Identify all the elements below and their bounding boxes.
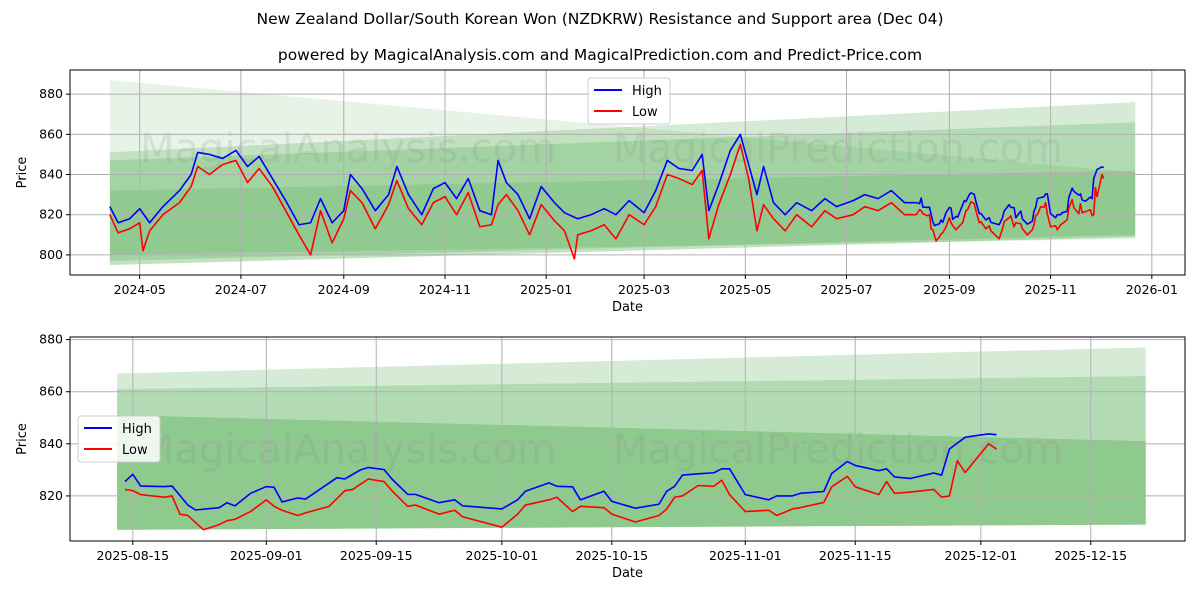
legend: High Low <box>77 415 161 463</box>
x-tick-label: 2025-09 <box>923 282 975 297</box>
x-tick-label: 2024-07 <box>215 282 267 297</box>
support-resistance-band <box>109 170 1136 255</box>
x-tick-label: 2026-01 <box>1126 282 1178 297</box>
x-tick-label: 2025-01 <box>520 282 572 297</box>
x-tick-label: 2025-05 <box>719 282 771 297</box>
x-tick-label: 2025-08-15 <box>96 548 169 563</box>
x-tick-label: 2024-09 <box>318 282 370 297</box>
y-tick-label: 880 <box>39 86 63 101</box>
y-tick-label: 880 <box>39 332 63 347</box>
y-axis-label: Price <box>15 423 30 455</box>
x-tick-label: 2025-10-01 <box>466 548 539 563</box>
y-tick-label: 860 <box>39 126 63 141</box>
x-tick-label: 2025-11 <box>1024 282 1076 297</box>
watermark: MagicalAnalysis.com <box>140 126 556 172</box>
panel-2: MagicalAnalysis.com MagicalPrediction.com… <box>15 332 1186 581</box>
watermark: MagicalPrediction.com <box>613 126 1063 172</box>
x-tick-label: 2025-09-15 <box>340 548 413 563</box>
series-high-line <box>109 133 1104 227</box>
series-low-line <box>124 443 997 531</box>
x-tick-label: 2025-11-01 <box>709 548 782 563</box>
plot-frame <box>69 69 1186 276</box>
y-tick-label: 840 <box>39 167 63 182</box>
series-high-line <box>124 433 997 511</box>
series-low-line <box>109 143 1105 260</box>
watermark: MagicalAnalysis.com <box>140 427 556 473</box>
panel-1: MagicalAnalysis.com MagicalPrediction.com… <box>15 69 1186 315</box>
x-axis-label: Date <box>612 566 643 581</box>
y-tick-label: 820 <box>39 207 63 222</box>
legend-label-high: High <box>632 84 662 99</box>
legend: High Low <box>587 77 671 125</box>
x-tick-label: 2025-11-15 <box>819 548 892 563</box>
support-resistance-band <box>109 80 1136 265</box>
y-tick-label: 820 <box>39 488 63 503</box>
support-resistance-band <box>109 122 1136 261</box>
x-tick-label: 2025-12-15 <box>1054 548 1127 563</box>
x-tick-label: 2025-07 <box>820 282 872 297</box>
x-axis-label: Date <box>612 300 643 315</box>
chart-subtitle: powered by MagicalAnalysis.com and Magic… <box>277 46 923 64</box>
x-tick-label: 2025-12-01 <box>945 548 1018 563</box>
x-tick-label: 2024-11 <box>419 282 471 297</box>
x-tick-label: 2025-10-15 <box>575 548 648 563</box>
y-tick-label: 860 <box>39 384 63 399</box>
x-tick-label: 2024-05 <box>114 282 166 297</box>
x-tick-label: 2025-03 <box>618 282 670 297</box>
legend-label-low: Low <box>632 105 658 120</box>
legend-label-low: Low <box>122 443 148 458</box>
legend-label-high: High <box>122 422 152 437</box>
support-resistance-band <box>109 102 1136 265</box>
y-tick-label: 800 <box>39 247 63 262</box>
x-tick-label: 2025-09-01 <box>230 548 303 563</box>
support-resistance-band <box>117 376 1146 530</box>
y-tick-label: 840 <box>39 436 63 451</box>
y-axis-label: Price <box>15 157 30 189</box>
plot-frame <box>69 336 1186 542</box>
chart-title: New Zealand Dollar/South Korean Won (NZD… <box>256 10 944 28</box>
